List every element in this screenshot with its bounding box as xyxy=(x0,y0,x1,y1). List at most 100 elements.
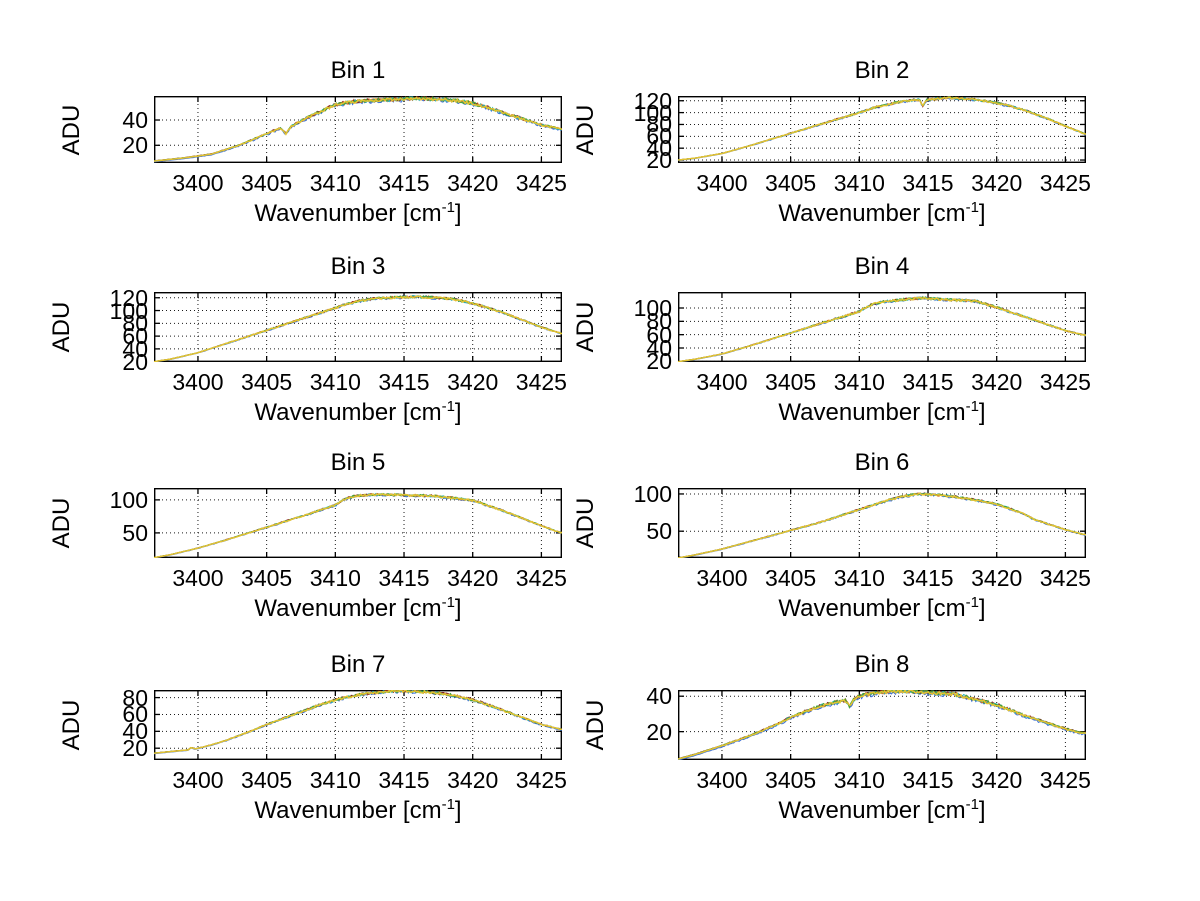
spectra-trace-under xyxy=(678,690,1086,760)
axes-box xyxy=(154,488,562,558)
y-tick-label: 100 xyxy=(633,295,672,321)
y-tick-label: 40 xyxy=(122,335,148,362)
x-axis-label: Wavenumber [cm-1] xyxy=(778,398,986,426)
subplot-bin-5: Bin 5 ADU Wavenumber [cm-1] 3400 3405 3410… xyxy=(48,450,567,622)
y-axis-label: ADU xyxy=(572,497,599,549)
y-tick-label: 20 xyxy=(122,735,148,762)
x-tick-label: 3400 xyxy=(696,565,748,591)
y-tick-label: 100 xyxy=(109,486,148,513)
spectra-trace-under xyxy=(678,690,1086,760)
y-tick-label: 60 xyxy=(646,123,672,150)
y-axis-label: ADU xyxy=(58,699,85,751)
x-axis-label: Wavenumber [cm-1] xyxy=(778,594,986,622)
spectra-trace-under xyxy=(154,294,562,362)
plot-title: Bin 4 xyxy=(854,253,910,280)
spectra-trace-under xyxy=(154,295,562,362)
axes-box xyxy=(154,690,562,760)
y-tick-label: 40 xyxy=(646,335,672,361)
y-tick-label: 100 xyxy=(633,480,672,507)
x-tick-label: 3405 xyxy=(241,170,293,196)
y-tick-label: 80 xyxy=(122,310,148,337)
superscript: -1 xyxy=(965,796,979,813)
y-tick-label: 100 xyxy=(633,99,672,126)
x-tick-label: 3420 xyxy=(971,565,1023,591)
subplot-bin-6: Bin 6 ADU Wavenumber [cm-1] 3400 3405 3410… xyxy=(572,450,1091,622)
x-tick-label: 3415 xyxy=(378,565,430,591)
spectra-trace-main xyxy=(678,492,1086,558)
x-tick-label: 3420 xyxy=(447,170,499,196)
x-axis-label: Wavenumber [cm-1] xyxy=(778,796,986,824)
x-tick-label: 3425 xyxy=(515,767,567,793)
spectra-trace-under xyxy=(154,294,562,362)
spectra-trace-main xyxy=(154,690,562,755)
spectra-trace-under xyxy=(154,96,562,162)
y-tick-label: 80 xyxy=(646,111,672,138)
plot-title: Bin 8 xyxy=(854,651,910,678)
y-tick-label: 50 xyxy=(646,518,672,545)
y-axis-label: ADU xyxy=(582,699,609,751)
x-tick-label: 3410 xyxy=(833,369,885,395)
x-tick-label: 3420 xyxy=(971,369,1023,395)
y-tick-label: 80 xyxy=(646,308,672,335)
spectra-trace-main xyxy=(678,690,1086,760)
plot-title: Bin 1 xyxy=(330,57,386,84)
x-tick-label: 3405 xyxy=(765,767,817,793)
x-tick-label: 3400 xyxy=(172,767,224,793)
subplot-bin-4: Bin 4 ADU Wavenumber [cm-1] 3400 3405 3410… xyxy=(572,254,1091,426)
spectra-trace-under xyxy=(678,296,1086,362)
spectra-trace-under xyxy=(154,492,562,558)
spectra-trace-under xyxy=(678,690,1086,760)
x-tick-label: 3410 xyxy=(833,170,885,196)
y-tick-label: 100 xyxy=(109,297,148,324)
x-tick-label: 3410 xyxy=(309,170,361,196)
y-axis-label: ADU xyxy=(48,301,75,353)
y-tick-label: 120 xyxy=(109,284,148,311)
y-axis-label: ADU xyxy=(58,104,85,155)
spectra-trace-main xyxy=(678,296,1086,362)
x-tick-label: 3400 xyxy=(172,565,224,591)
x-tick-label: 3410 xyxy=(309,767,361,793)
plot-title: Bin 6 xyxy=(854,449,910,476)
x-tick-label: 3400 xyxy=(696,767,748,793)
superscript: -1 xyxy=(965,199,979,216)
x-tick-label: 3425 xyxy=(1039,565,1091,591)
y-tick-label: 20 xyxy=(646,348,672,375)
plot-title: Bin 7 xyxy=(330,651,386,678)
spectra-trace-main xyxy=(154,295,562,362)
spectra-trace-under xyxy=(678,296,1086,362)
subplot-bin-8: Bin 8 ADU Wavenumber [cm-1] 3400 3405 3410… xyxy=(582,652,1091,824)
y-tick-label: 20 xyxy=(122,132,148,159)
spectra-trace-under xyxy=(678,690,1086,760)
superscript: -1 xyxy=(965,594,979,611)
plot-area xyxy=(678,690,1086,760)
subplot-bin-1: Bin 1 ADU Wavenumber [cm-1] 3400 3405 3410… xyxy=(58,58,567,227)
y-tick-label: 20 xyxy=(646,147,672,174)
spectra-trace-under xyxy=(154,492,562,558)
superscript: -1 xyxy=(441,594,455,611)
subplot-bin-2: Bin 2 ADU Wavenumber [cm-1] 3400 3405 3410… xyxy=(572,58,1091,227)
x-tick-label: 3405 xyxy=(241,565,293,591)
x-tick-label: 3415 xyxy=(378,369,430,395)
axes-box xyxy=(678,96,1086,163)
x-tick-label: 3420 xyxy=(447,565,499,591)
x-tick-label: 3405 xyxy=(765,170,817,196)
spectra-trace-under xyxy=(154,294,562,362)
x-tick-label: 3425 xyxy=(1039,170,1091,196)
x-tick-label: 3425 xyxy=(515,565,567,591)
spectra-trace-under xyxy=(154,96,562,162)
spectra-trace-under xyxy=(678,492,1086,558)
x-tick-label: 3415 xyxy=(902,565,954,591)
y-tick-label: 60 xyxy=(122,323,148,350)
x-tick-label: 3415 xyxy=(902,369,954,395)
spectra-trace-under xyxy=(154,492,562,558)
superscript: -1 xyxy=(965,398,979,415)
spectra-trace-under xyxy=(678,295,1086,362)
x-tick-label: 3425 xyxy=(515,369,567,395)
plot-title: Bin 2 xyxy=(854,57,910,84)
y-tick-label: 60 xyxy=(646,321,672,348)
spectra-trace-under xyxy=(678,690,1086,760)
x-tick-label: 3410 xyxy=(833,767,885,793)
x-tick-label: 3420 xyxy=(971,170,1023,196)
y-axis-label: ADU xyxy=(48,497,75,549)
